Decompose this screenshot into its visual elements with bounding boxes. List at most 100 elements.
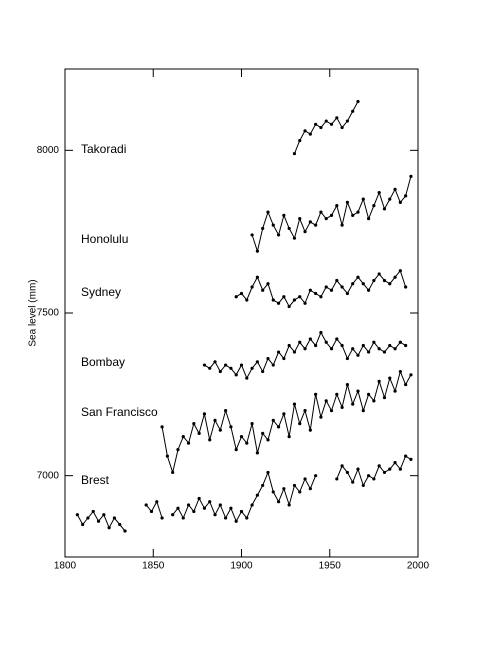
- data-point: [377, 272, 381, 276]
- data-point: [377, 379, 381, 383]
- data-point: [329, 347, 334, 351]
- data-point: [234, 295, 238, 299]
- data-point: [292, 151, 297, 156]
- y-tick-label: 8000: [37, 145, 60, 156]
- data-point: [382, 395, 387, 400]
- series-line: [76, 455, 412, 532]
- data-point: [335, 204, 339, 208]
- data-point: [329, 409, 334, 413]
- data-point: [398, 369, 402, 374]
- data-point: [372, 340, 376, 344]
- data-point: [208, 366, 212, 370]
- y-tick-label: 7000: [37, 470, 60, 481]
- data-point: [276, 425, 281, 429]
- data-point: [351, 347, 355, 351]
- data-point: [208, 500, 212, 504]
- data-point: [361, 483, 365, 488]
- data-point: [351, 109, 355, 113]
- y-tick-label: 7500: [37, 308, 60, 319]
- data-point: [218, 503, 222, 507]
- data-point: [409, 373, 413, 377]
- data-point: [245, 298, 249, 302]
- data-point: [229, 425, 233, 429]
- data-point: [340, 223, 344, 227]
- data-point: [404, 382, 408, 387]
- data-point: [250, 503, 254, 507]
- data-point: [377, 464, 381, 468]
- data-point: [366, 392, 371, 396]
- y-axis-label: Sea level (mm): [28, 279, 39, 346]
- data-point: [319, 210, 323, 214]
- data-point: [298, 217, 302, 221]
- data-point: [255, 493, 259, 497]
- data-point: [366, 474, 371, 478]
- data-point: [234, 373, 238, 377]
- data-point: [319, 330, 323, 335]
- data-point: [303, 230, 307, 234]
- data-point: [382, 278, 387, 283]
- data-point: [366, 288, 371, 292]
- data-point: [282, 295, 286, 299]
- data-point: [202, 363, 207, 367]
- x-tick-label: 1800: [54, 561, 77, 572]
- data-point: [171, 470, 175, 475]
- data-point: [271, 298, 275, 302]
- data-point: [255, 275, 259, 279]
- data-point: [398, 200, 402, 204]
- data-point: [292, 483, 297, 488]
- data-point: [250, 233, 254, 237]
- data-point: [112, 516, 117, 520]
- data-point: [213, 513, 217, 517]
- data-point: [356, 99, 360, 104]
- data-point: [234, 448, 238, 452]
- series-label: Takoradi: [81, 142, 126, 156]
- data-point: [208, 438, 212, 442]
- data-point: [356, 353, 360, 357]
- data-point: [271, 490, 275, 494]
- data-point: [308, 337, 312, 341]
- data-point: [287, 226, 291, 231]
- data-point: [181, 516, 185, 520]
- data-point: [388, 343, 392, 348]
- data-point: [404, 454, 408, 458]
- data-point: [245, 516, 249, 520]
- data-point: [361, 282, 365, 286]
- data-point: [340, 343, 344, 348]
- data-point: [308, 220, 312, 224]
- data-point: [356, 275, 360, 279]
- data-point: [160, 425, 164, 429]
- data-point: [282, 412, 286, 416]
- data-point: [308, 428, 312, 432]
- data-point: [224, 516, 228, 520]
- data-point: [361, 343, 365, 348]
- data-point: [218, 428, 222, 432]
- data-point: [319, 295, 323, 299]
- data-point: [292, 402, 297, 406]
- data-point: [314, 223, 318, 227]
- data-point: [345, 470, 349, 475]
- data-point: [271, 223, 275, 227]
- data-point: [345, 200, 349, 204]
- data-point: [81, 522, 85, 527]
- data-point: [303, 347, 307, 351]
- data-point: [409, 174, 413, 178]
- data-point: [324, 399, 328, 403]
- data-point: [393, 187, 397, 191]
- data-point: [261, 369, 265, 374]
- data-point: [287, 435, 291, 439]
- data-point: [149, 509, 154, 514]
- data-point: [255, 360, 259, 364]
- data-point: [276, 500, 281, 504]
- data-point: [404, 194, 408, 198]
- data-point: [298, 138, 302, 143]
- data-point: [261, 483, 265, 488]
- data-point: [160, 516, 164, 520]
- series-label: San Francisco: [81, 405, 158, 419]
- data-point: [266, 470, 270, 475]
- data-point: [176, 506, 180, 510]
- data-point: [314, 291, 318, 296]
- data-point: [234, 519, 238, 523]
- data-point: [409, 457, 413, 461]
- data-point: [372, 477, 376, 481]
- data-point: [366, 217, 371, 221]
